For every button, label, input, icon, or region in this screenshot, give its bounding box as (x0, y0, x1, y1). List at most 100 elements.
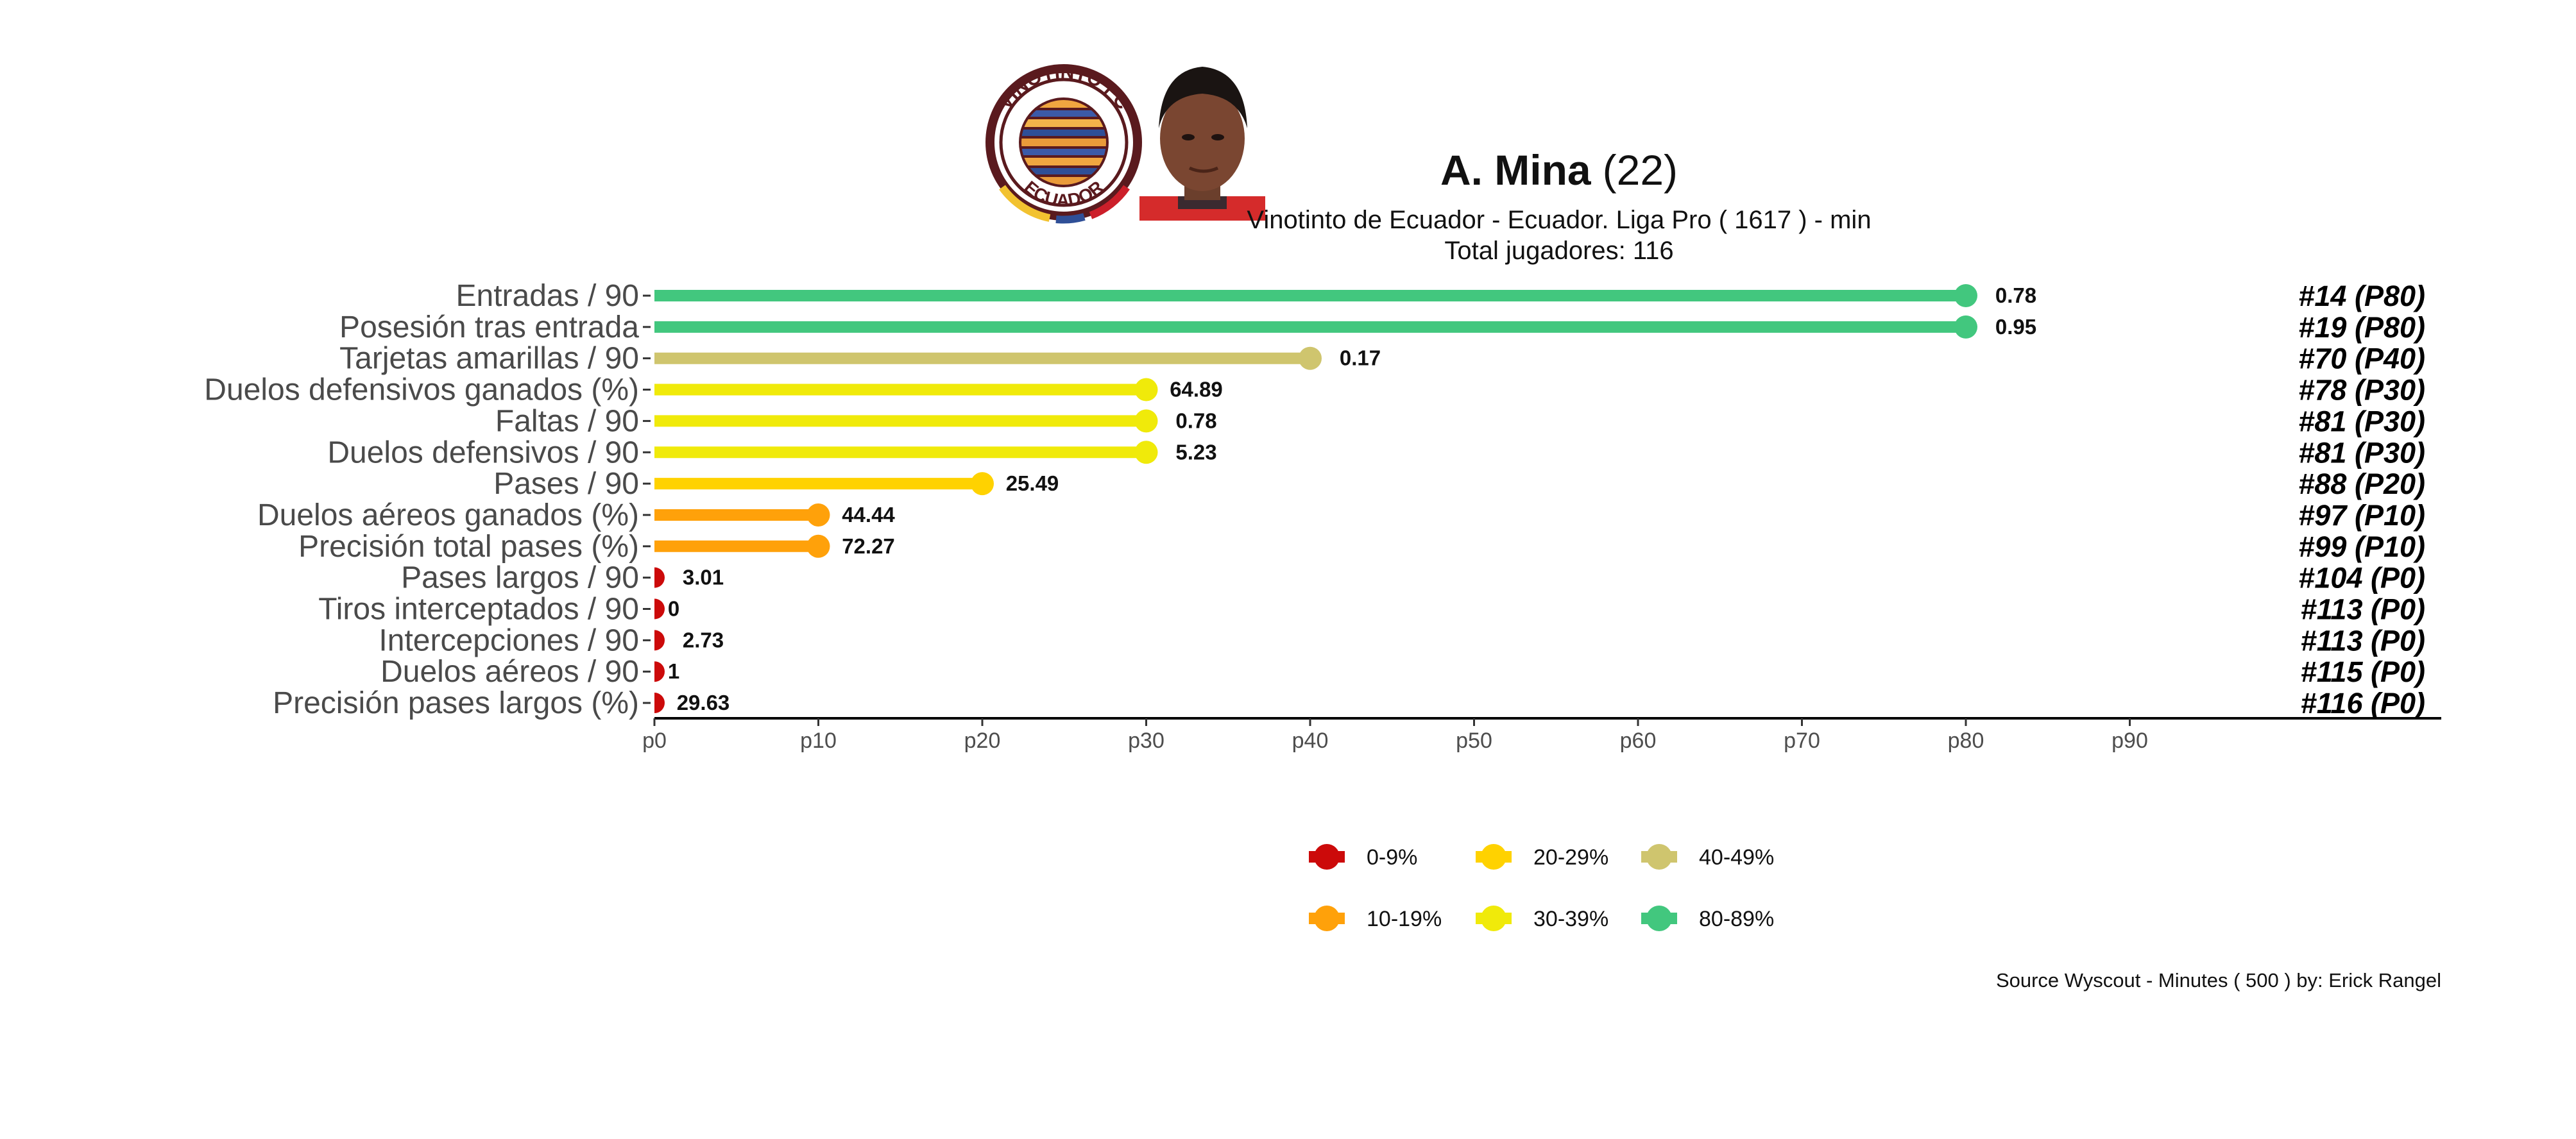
rank-label: #113 (P0) (2301, 624, 2425, 657)
category-label: Posesión tras entrada (339, 310, 639, 344)
category-label: Duelos aéreos ganados (%) (257, 498, 639, 532)
club-logo: VINOTINTO FC ECUADOR (985, 62, 1142, 224)
legend-item: 80-89% (1641, 906, 1774, 931)
value-label: 0.78 (1995, 283, 2036, 307)
value-label: 5.23 (1175, 440, 1216, 464)
legend-key-dot (1481, 844, 1506, 870)
bar-row: Tiros interceptados / 90 0 #113 (P0) (318, 593, 2425, 627)
rank-label: #81 (P30) (2298, 436, 2425, 469)
bar-row: Posesión tras entrada 0.95 #19 (P80) (339, 310, 2425, 344)
category-label: Faltas / 90 (495, 404, 639, 438)
chart-subtitle-line1: Vinotinto de Ecuador - Ecuador. Liga Pro… (1247, 206, 1871, 234)
legend-label: 80-89% (1699, 907, 1774, 931)
bar-row: Pases largos / 90 3.01 #104 (P0) (401, 561, 2425, 595)
value-label: 25.49 (1006, 471, 1059, 495)
bar-point (1134, 441, 1158, 464)
logo-accent-blue (1055, 213, 1086, 224)
x-tick-label: p0 (642, 729, 667, 753)
rank-label: #116 (P0) (2301, 687, 2425, 720)
legend-key-dot (1646, 906, 1672, 931)
logo-accent-yellow (999, 185, 1051, 222)
rank-label: #70 (P40) (2298, 342, 2425, 375)
rank-label: #81 (P30) (2298, 405, 2425, 437)
value-label: 72.27 (842, 534, 895, 558)
bar-row: Duelos aéreos ganados (%) 44.44 #97 (P10) (257, 498, 2425, 532)
plot-area: Entradas / 90 0.78 #14 (P80)Posesión tras … (204, 279, 2425, 720)
category-label: Precisión pases largos (%) (273, 686, 639, 720)
bar-row: Duelos defensivos ganados (%) 64.89 #78 (P… (204, 373, 2425, 407)
player-photo (1139, 67, 1265, 221)
photo-eye-left (1182, 134, 1195, 140)
bar-point (654, 630, 665, 651)
x-tick-label: p80 (1948, 729, 1984, 753)
chart-subtitle-line2: Total jugadores: 116 (1444, 237, 1673, 265)
photo-face (1160, 86, 1245, 191)
bar-point (654, 567, 665, 588)
rank-label: #97 (P10) (2298, 499, 2425, 532)
bar-row: Pases / 90 25.49 #88 (P20) (493, 467, 2425, 501)
rank-label: #113 (P0) (2301, 593, 2425, 626)
legend-label: 40-49% (1699, 845, 1774, 870)
value-label: 1 (668, 659, 679, 683)
chart-title: A. Mina (22) (1440, 146, 1678, 194)
category-label: Precisión total pases (%) (298, 530, 639, 564)
bar-row: Precisión pases largos (%) 29.63 #116 (P0) (273, 686, 2425, 720)
x-tick-label: p40 (1292, 729, 1329, 753)
rank-label: #19 (P80) (2298, 311, 2425, 344)
photo-hair (1159, 67, 1247, 128)
value-label: 29.63 (677, 691, 730, 714)
x-tick-label: p20 (964, 729, 1001, 753)
photo-mouth (1188, 166, 1219, 173)
photo-eye-right (1211, 134, 1224, 140)
rank-label: #88 (P20) (2298, 468, 2425, 500)
legend-label: 30-39% (1533, 907, 1608, 931)
legend: 0-9% 10-19% 20-29% 30-39% 40-49% 80-89% (1309, 844, 1774, 931)
category-label: Duelos defensivos ganados (%) (204, 373, 639, 407)
bar-row: Duelos defensivos / 90 5.23 #81 (P30) (327, 435, 2425, 469)
legend-key-dot (1314, 844, 1340, 870)
value-label: 0.78 (1175, 409, 1216, 432)
rank-label: #78 (P30) (2298, 374, 2425, 407)
legend-item: 20-29% (1476, 844, 1608, 870)
x-tick-label: p90 (2111, 729, 2148, 753)
source-caption: Source Wyscout - Minutes ( 500 ) by: Eri… (1996, 969, 2441, 991)
legend-item: 0-9% (1309, 844, 1417, 870)
bar-row: Intercepciones / 90 2.73 #113 (P0) (379, 623, 2425, 657)
x-axis: p0 p10 p20 p30 p40 p50 p60 p70 p80 p90 (642, 717, 2441, 753)
category-label: Entradas / 90 (456, 279, 639, 313)
category-label: Pases largos / 90 (401, 561, 639, 595)
value-label: 44.44 (842, 503, 895, 527)
x-tick-label: p70 (1784, 729, 1820, 753)
bar-point (1299, 346, 1322, 370)
bar-point (806, 534, 830, 558)
value-label: 0 (668, 597, 679, 621)
logo-stripes (1021, 100, 1106, 185)
rank-label: #14 (P80) (2298, 280, 2425, 312)
category-label: Duelos defensivos / 90 (327, 435, 639, 469)
category-label: Tarjetas amarillas / 90 (339, 342, 639, 376)
bar-point (654, 598, 665, 620)
bar-point (1954, 284, 1977, 307)
rank-label: #115 (P0) (2301, 655, 2425, 688)
x-tick-label: p50 (1456, 729, 1492, 753)
rank-label: #99 (P10) (2298, 530, 2425, 563)
x-tick-label: p30 (1128, 729, 1164, 753)
category-label: Intercepciones / 90 (379, 623, 639, 657)
bar-row: Precisión total pases (%) 72.27 #99 (P10) (298, 530, 2425, 564)
logo-inner-ring (999, 78, 1129, 207)
logo-accent-red (1089, 185, 1130, 219)
legend-item: 30-39% (1476, 906, 1608, 931)
bar-point (1134, 409, 1158, 433)
legend-label: 20-29% (1533, 845, 1608, 870)
bar-row: Duelos aéreos / 90 1 #115 (P0) (380, 655, 2425, 689)
legend-label: 10-19% (1367, 907, 1442, 931)
legend-key-dot (1481, 906, 1506, 931)
bar-point (1134, 378, 1158, 401)
bar-row: Tarjetas amarillas / 90 0.17 #70 (P40) (339, 342, 2425, 376)
value-label: 64.89 (1170, 378, 1223, 401)
x-tick-label: p60 (1620, 729, 1657, 753)
value-label: 2.73 (683, 628, 724, 652)
value-label: 3.01 (683, 566, 724, 589)
bar-point (1954, 315, 1977, 339)
